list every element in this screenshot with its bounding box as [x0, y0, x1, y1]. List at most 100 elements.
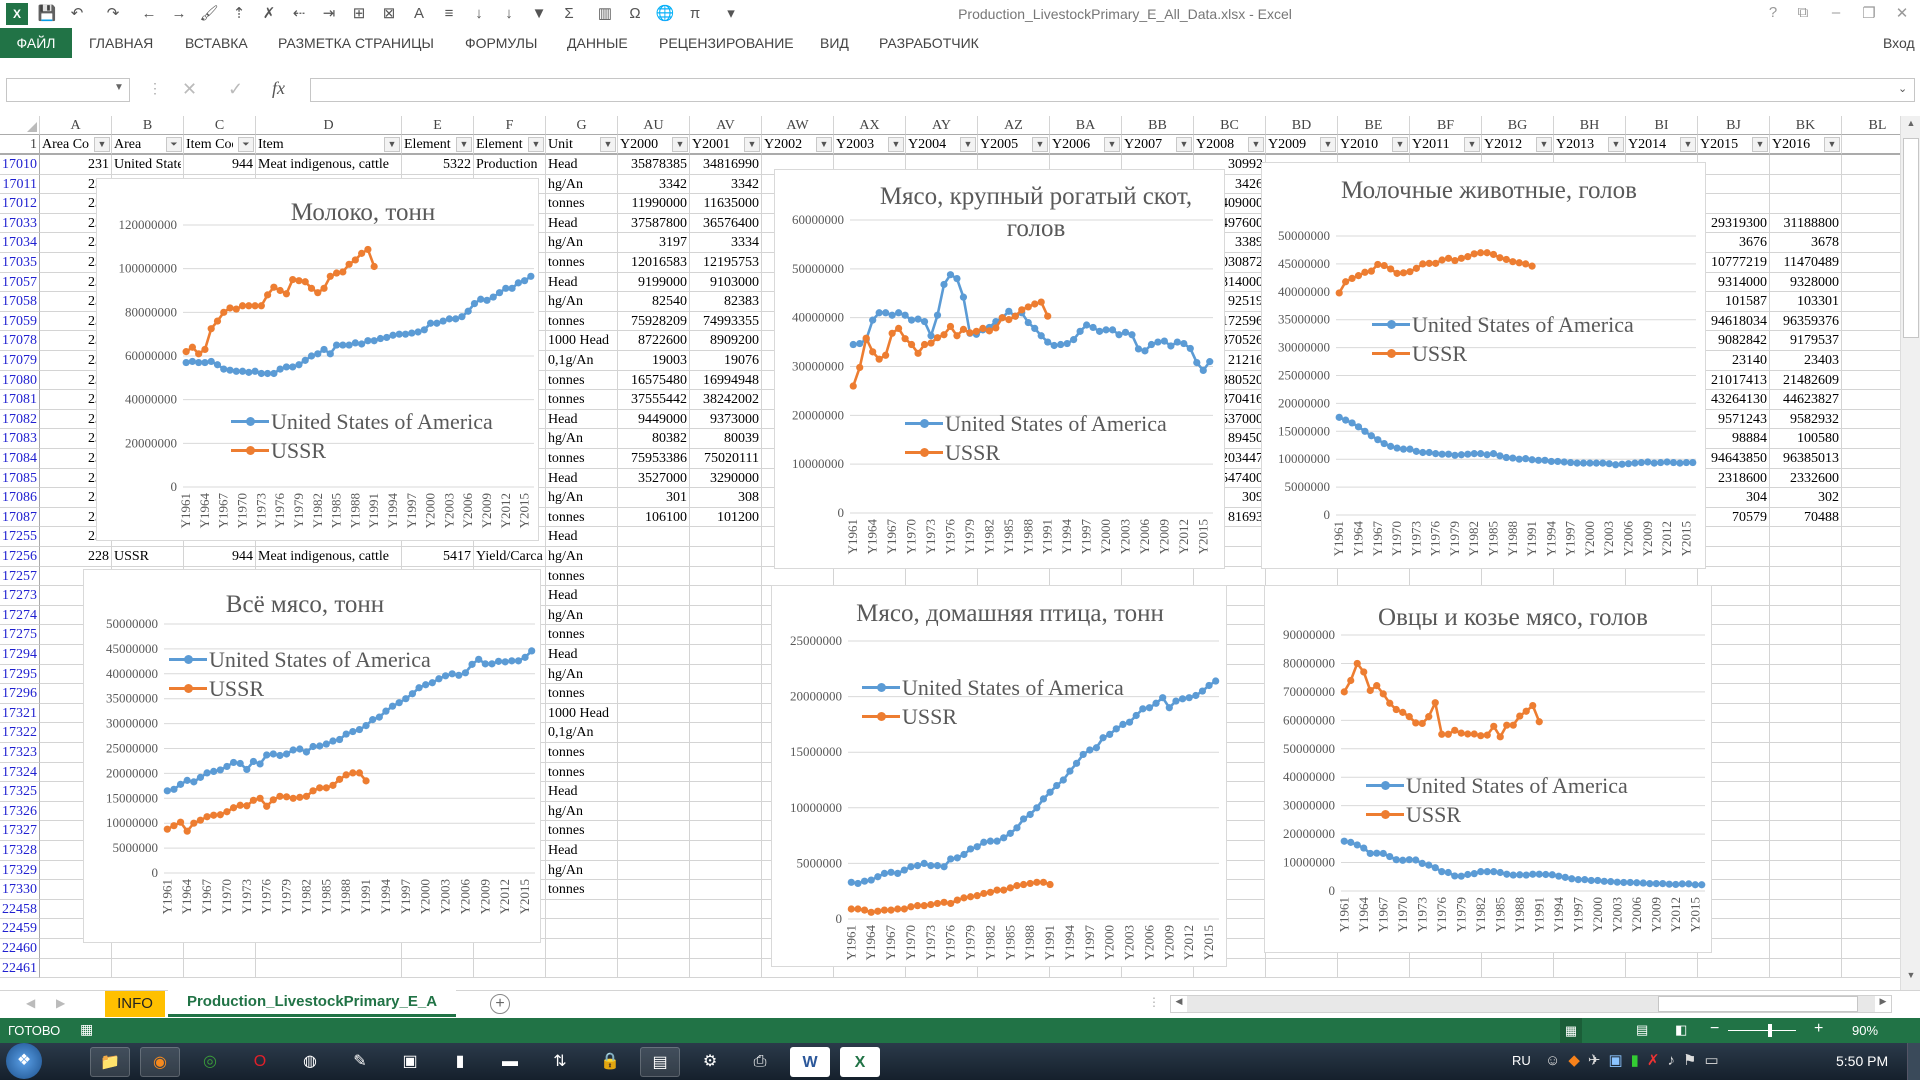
taskbar-vpn-lock-icon[interactable]: 🔒 — [600, 1053, 620, 1070]
cell-bl[interactable] — [1842, 880, 1900, 900]
cell-g[interactable]: Head — [546, 155, 618, 175]
cell-b[interactable] — [112, 958, 184, 979]
cell-av[interactable] — [690, 625, 762, 645]
column-header-bd[interactable]: BD — [1266, 116, 1338, 135]
cell-g[interactable]: tonnes — [546, 625, 618, 645]
add-sheet-icon[interactable]: + — [490, 994, 510, 1014]
cell-bj[interactable] — [1698, 174, 1770, 195]
cell-g[interactable]: tonnes — [546, 821, 618, 841]
cell-au[interactable] — [618, 782, 690, 802]
cell-bl[interactable] — [1842, 233, 1900, 253]
filter-dropdown-icon[interactable]: ▼ — [1824, 137, 1840, 152]
column-header-bc[interactable]: BC — [1194, 116, 1266, 135]
cell-bj[interactable] — [1698, 782, 1770, 802]
cell-bk[interactable] — [1770, 174, 1842, 195]
filter-dropdown-icon[interactable]: ▼ — [1176, 137, 1192, 152]
cell-au[interactable]: 3197 — [618, 233, 690, 253]
taskbar-monitor-app-icon[interactable]: ▤ — [640, 1047, 680, 1077]
column-filter-header[interactable]: Area ⏷ — [112, 135, 184, 155]
filter-dropdown-icon[interactable]: ▼ — [456, 137, 472, 152]
cell-bj[interactable] — [1698, 762, 1770, 783]
next-sheet-icon[interactable]: ▶ — [56, 996, 66, 1010]
cell-bk[interactable] — [1770, 919, 1842, 939]
cell-g[interactable]: hg/An — [546, 801, 618, 822]
column-filter-header[interactable]: Y2012 ▼ — [1482, 135, 1554, 155]
row-header[interactable]: 17329 — [0, 860, 40, 881]
cell-g[interactable]: tonnes — [546, 390, 618, 410]
cell-g[interactable]: hg/An — [546, 292, 618, 312]
column-filter-header[interactable]: Y2005 ▼ — [978, 135, 1050, 155]
align-icon[interactable]: ≡ — [444, 5, 454, 22]
cell-g[interactable]: tonnes — [546, 743, 618, 763]
cell-bk[interactable]: 3678 — [1770, 233, 1842, 253]
cell-bj[interactable] — [1698, 566, 1770, 587]
autosum-icon[interactable]: Σ — [564, 5, 574, 22]
column-header-b[interactable]: B — [112, 116, 184, 135]
column-filter-header[interactable]: Y2008 ▼ — [1194, 135, 1266, 155]
cell-av[interactable]: 16994948 — [690, 370, 762, 391]
cell-bj[interactable] — [1698, 801, 1770, 822]
restore-icon[interactable]: ❐ — [1862, 5, 1876, 22]
row-header[interactable]: 17033 — [0, 213, 40, 234]
filter-active-icon[interactable]: ⏷ — [238, 137, 254, 152]
cell-g[interactable]: hg/An — [546, 547, 618, 567]
filter-dropdown-icon[interactable]: ▼ — [1680, 137, 1696, 152]
column-header-a[interactable]: A — [40, 116, 112, 135]
cell-au[interactable] — [618, 743, 690, 763]
column-filter-header[interactable]: Y2001 ▼ — [690, 135, 762, 155]
cell-bk[interactable] — [1770, 801, 1842, 822]
cell-b[interactable] — [112, 939, 184, 959]
cell-bl[interactable] — [1842, 821, 1900, 841]
cell-av[interactable] — [690, 645, 762, 665]
cell-bi[interactable] — [1626, 958, 1698, 979]
insert-cells-icon[interactable]: ⊞ — [352, 5, 366, 22]
filter-dropdown-icon[interactable]: ▼ — [888, 137, 904, 152]
cell-bk[interactable]: 44623827 — [1770, 390, 1842, 410]
column-filter-header[interactable]: Y2006 ▼ — [1050, 135, 1122, 155]
cell-d[interactable]: Meat indigenous, cattle — [256, 155, 402, 175]
cell-f[interactable]: Yield/Carca — [474, 547, 546, 567]
taskbar-opera-icon[interactable]: O — [253, 1053, 267, 1070]
cell-bl[interactable] — [1842, 704, 1900, 724]
cell-au[interactable] — [618, 880, 690, 900]
row-header[interactable]: 17012 — [0, 194, 40, 214]
cell-au[interactable] — [618, 821, 690, 841]
cell-b[interactable]: USSR — [112, 547, 184, 567]
cell-bl[interactable] — [1842, 802, 1900, 822]
cell-bj[interactable] — [1698, 919, 1770, 939]
enter-icon[interactable]: ✓ — [228, 79, 244, 99]
cell-bl[interactable] — [1842, 488, 1900, 508]
column-header-bh[interactable]: BH — [1554, 116, 1626, 135]
column-header-bl[interactable]: BL — [1842, 116, 1900, 135]
cell-b[interactable]: United States of America — [112, 155, 184, 175]
cell-g[interactable]: hg/An — [546, 233, 618, 253]
column-header-bf[interactable]: BF — [1410, 116, 1482, 135]
cell-e[interactable] — [402, 939, 474, 959]
row-header[interactable]: 17330 — [0, 880, 40, 900]
cell-bl[interactable] — [1842, 312, 1900, 332]
cell-bk[interactable] — [1770, 939, 1842, 959]
cell-bj[interactable] — [1698, 547, 1770, 567]
name-box[interactable] — [6, 78, 130, 102]
cell-bk[interactable] — [1770, 547, 1842, 567]
cell-e[interactable] — [402, 958, 474, 979]
cell-au[interactable] — [618, 684, 690, 704]
column-header-bi[interactable]: BI — [1626, 116, 1698, 135]
cell-g[interactable]: hg/An — [546, 174, 618, 195]
cell-bl[interactable] — [1842, 625, 1900, 645]
filter-dropdown-icon[interactable]: ▼ — [672, 137, 688, 152]
cell-g[interactable]: tonnes — [546, 880, 618, 900]
delete-cols-icon[interactable]: ⇥ — [322, 5, 336, 22]
cell-g[interactable]: Head — [546, 586, 618, 606]
cell-g[interactable]: 1000 Head — [546, 331, 618, 351]
delete-rows-icon[interactable]: ✗ — [262, 5, 276, 22]
column-filter-header[interactable]: Area Code ▼ — [40, 135, 112, 155]
connection-icon[interactable]: ▭ — [1704, 1052, 1727, 1069]
close-icon[interactable]: ✕ — [1895, 5, 1909, 22]
select-all-corner[interactable] — [0, 116, 40, 135]
cell-av[interactable] — [690, 919, 762, 939]
cell-g[interactable]: tonnes — [546, 762, 618, 783]
tab-review[interactable]: РЕЦЕНЗИРОВАНИЕ — [659, 35, 794, 51]
tab-view[interactable]: ВИД — [820, 35, 849, 51]
cell-bl[interactable] — [1842, 194, 1900, 214]
